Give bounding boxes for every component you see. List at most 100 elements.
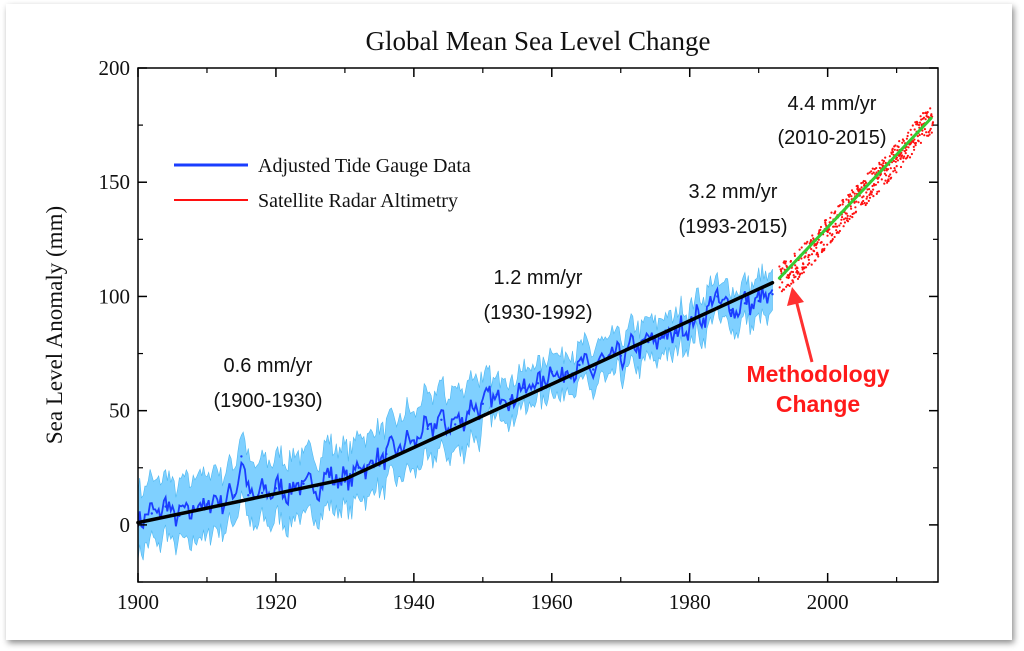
satellite-point [844, 217, 847, 220]
satellite-point [868, 193, 871, 197]
satellite-point [895, 156, 899, 159]
plot-border [137, 67, 939, 583]
legend-label-satellite: Satellite Radar Altimetry [258, 190, 458, 212]
satellite-point [852, 212, 856, 215]
satellite-point [885, 174, 888, 177]
tide-gauge-point [536, 382, 540, 385]
tide-gauge-uncertainty-band [138, 263, 773, 561]
arrow-head-icon [787, 287, 804, 306]
satellite-point [834, 210, 837, 213]
y-axis-label: Sea Level Anomaly (mm) [42, 206, 67, 444]
satellite-point [842, 225, 845, 228]
tide-gauge-point [357, 466, 360, 469]
satellite-point [910, 133, 913, 136]
satellite-point [899, 165, 903, 169]
satellite-point [899, 157, 902, 160]
satellite-point [908, 156, 912, 159]
satellite-point [805, 242, 808, 245]
satellite-point [794, 275, 797, 278]
tide-gauge-point [757, 299, 760, 303]
satellite-point [842, 200, 845, 204]
tide-gauge-point [219, 498, 222, 501]
satellite-point [917, 123, 921, 127]
satellite-point [930, 113, 933, 116]
tide-gauge-point [495, 393, 498, 396]
satellite-point [883, 182, 886, 185]
satellite-point [894, 144, 897, 147]
tide-gauge-point [481, 402, 484, 405]
satellite-point [928, 129, 932, 132]
satellite-point [785, 285, 788, 288]
x-tick-label-1920: 1920 [255, 590, 297, 614]
satellite-point [896, 159, 900, 162]
satellite-point [797, 271, 800, 274]
satellite-point [925, 131, 928, 134]
satellite-point [883, 172, 887, 175]
satellite-point [815, 246, 818, 249]
x-tick-label-1940: 1940 [393, 590, 435, 614]
y-tick-label-100: 100 [99, 284, 131, 308]
tide-gauge-point [233, 494, 236, 497]
tide-gauge-point [578, 363, 581, 367]
uncertainty-band [138, 263, 773, 561]
satellite-point [810, 248, 813, 251]
tide-gauge-point [523, 386, 526, 389]
satellite-point [780, 270, 783, 273]
satellite-point [857, 201, 860, 204]
satellite-point [918, 121, 922, 124]
tide-gauge-point [454, 423, 457, 426]
satellite-point [836, 225, 839, 228]
y-tick-label-200: 200 [99, 56, 131, 80]
satellite-point [913, 138, 916, 141]
satellite-point [781, 281, 784, 284]
satellite-point [891, 150, 895, 154]
satellite-point [849, 193, 852, 196]
satellite-point [884, 156, 887, 159]
satellite-point [809, 239, 813, 242]
satellite-point [875, 167, 878, 170]
satellite-point [816, 241, 819, 244]
period-label-1900-1930: (1900-1930) [214, 390, 323, 412]
satellite-point [846, 214, 849, 217]
satellite-point [909, 128, 912, 131]
satellite-point [914, 144, 917, 147]
tide-gauge-point [674, 331, 678, 335]
satellite-point [806, 240, 809, 243]
tide-gauge-point [660, 336, 664, 339]
satellite-point [892, 170, 895, 173]
satellite-point [922, 116, 926, 119]
satellite-point [919, 115, 922, 118]
satellite-point [829, 216, 832, 219]
satellite-point [870, 190, 874, 194]
satellite-point [914, 141, 918, 145]
satellite-point [799, 272, 802, 275]
satellite-point [840, 218, 843, 221]
satellite-point [902, 139, 905, 142]
satellite-point [893, 167, 896, 170]
satellite-point [868, 196, 872, 199]
satellite-point [924, 118, 927, 121]
satellite-point [856, 186, 860, 189]
satellite-point [887, 175, 891, 178]
satellite-point [913, 148, 916, 151]
satellite-point [864, 181, 868, 184]
period-label-1993-2015: (1993-2015) [679, 216, 788, 238]
tide-gauge-point [150, 512, 153, 515]
satellite-point [810, 253, 814, 256]
tide-gauge-point [240, 455, 243, 458]
satellite-point [794, 264, 797, 267]
satellite-point [800, 246, 803, 249]
satellite-point [788, 284, 791, 287]
satellite-point [842, 218, 846, 221]
satellite-point [822, 243, 825, 246]
tide-gauge-point [550, 370, 553, 373]
satellite-point [853, 192, 856, 195]
satellite-point [911, 124, 914, 127]
satellite-point [929, 127, 932, 130]
satellite-point [782, 288, 786, 291]
satellite-point [828, 232, 832, 235]
satellite-point [778, 286, 781, 289]
trend-lines [136, 116, 933, 525]
period-label-1930-1992: (1930-1992) [484, 302, 593, 324]
satellite-point [839, 204, 842, 207]
